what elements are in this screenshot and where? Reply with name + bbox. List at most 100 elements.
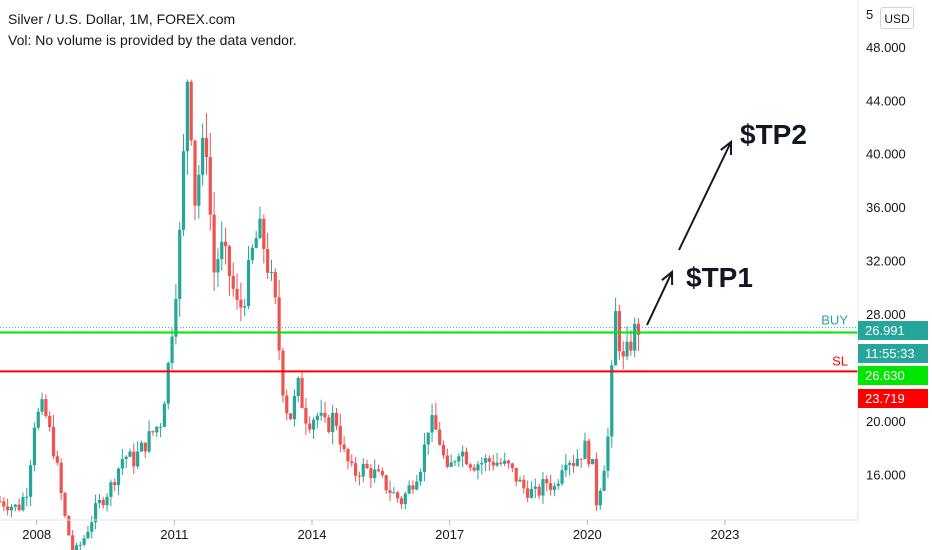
- symbol-title[interactable]: Silver / U.S. Dollar, 1M, FOREX.com: [8, 11, 236, 27]
- candle: [82, 534, 86, 547]
- candle-body: [120, 459, 124, 469]
- candle-body: [422, 444, 427, 472]
- candle-body: [315, 415, 319, 420]
- candle: [258, 206, 262, 239]
- candle-body: [273, 272, 277, 298]
- candle-body: [266, 249, 270, 273]
- candle: [315, 412, 319, 429]
- candle-body: [285, 395, 289, 414]
- candle-body: [254, 238, 258, 248]
- candle-body: [67, 515, 71, 536]
- arrow-head: [720, 139, 733, 156]
- candle-body: [124, 456, 128, 460]
- candle-body: [430, 415, 434, 433]
- candle-body: [136, 451, 140, 467]
- candle: [407, 480, 411, 495]
- time-axis[interactable]: 2008 2011 2014 2017 2020 2023: [22, 520, 739, 542]
- candle-body: [560, 470, 564, 484]
- candle-body: [71, 535, 75, 550]
- candle: [411, 480, 415, 495]
- candle-body: [331, 412, 335, 433]
- candle-body: [288, 413, 293, 420]
- candle-body: [346, 449, 350, 462]
- candle: [285, 389, 289, 421]
- candle: [453, 460, 457, 467]
- candle-body: [526, 488, 530, 498]
- candle: [327, 414, 331, 434]
- currency-button[interactable]: USD: [880, 7, 914, 29]
- candle-body: [476, 464, 480, 471]
- tp2-arrow: [678, 139, 733, 251]
- candle-body: [147, 431, 151, 452]
- candle: [472, 464, 476, 472]
- candle-body: [380, 471, 384, 476]
- sl-price-tag: 23.719: [858, 389, 928, 408]
- candle-body: [227, 246, 232, 277]
- candle: [380, 467, 384, 478]
- candle: [151, 430, 155, 436]
- candle: [499, 457, 503, 467]
- candle-body: [304, 407, 308, 424]
- candle: [21, 492, 25, 512]
- candle-body: [396, 492, 400, 499]
- volume-note: Vol: No volume is provided by the data v…: [8, 32, 297, 48]
- candle: [434, 402, 438, 430]
- candle: [491, 454, 495, 471]
- candle: [170, 328, 174, 370]
- arrow-shaft: [646, 271, 673, 326]
- candle-body: [556, 483, 560, 486]
- price-axis[interactable]: 16.000 20.000 28.000 32.000 36.000 40.000 44.0…: [866, 7, 906, 483]
- tp1-arrow: [646, 269, 674, 326]
- candle: [193, 139, 197, 221]
- candle: [392, 487, 396, 494]
- candle: [128, 448, 132, 458]
- candle: [334, 408, 339, 431]
- candle-body: [407, 485, 411, 494]
- candle: [426, 432, 430, 455]
- x-tick-label: 2017: [435, 527, 464, 542]
- candle-body: [59, 462, 63, 494]
- candle-body: [587, 440, 591, 465]
- candle-body: [441, 444, 446, 456]
- candle: [147, 420, 151, 454]
- candle: [105, 493, 109, 512]
- candle: [556, 479, 560, 490]
- candle: [78, 541, 82, 550]
- candle-body: [579, 458, 583, 460]
- candle: [625, 326, 629, 361]
- candle-body: [212, 214, 216, 273]
- candle-body: [415, 481, 419, 490]
- candle-body: [181, 151, 186, 230]
- arrow-shaft: [678, 141, 732, 251]
- candle-body: [529, 488, 534, 498]
- candle-body: [292, 396, 297, 420]
- candle: [323, 401, 327, 423]
- candle: [476, 460, 480, 480]
- candle-body: [522, 479, 526, 489]
- candle-body: [491, 461, 495, 466]
- candle: [212, 191, 216, 291]
- candle-body: [353, 463, 358, 476]
- candle-body: [2, 501, 6, 507]
- candle-body: [101, 499, 105, 506]
- annotation-layer: BUY SL $TP1 $TP2: [686, 119, 848, 368]
- candle: [71, 530, 75, 550]
- candle-body: [461, 451, 465, 457]
- candle-body: [369, 468, 373, 479]
- candle-body: [25, 496, 29, 498]
- candle: [319, 399, 323, 421]
- candle-body: [327, 417, 331, 433]
- candle: [376, 464, 381, 473]
- candle-body: [495, 462, 499, 466]
- candle: [6, 498, 10, 516]
- candle: [139, 440, 144, 452]
- candle-body: [0, 501, 2, 503]
- candle-body: [445, 455, 449, 467]
- candle-body: [583, 440, 587, 460]
- candle: [522, 475, 526, 494]
- candle-body: [90, 522, 94, 532]
- candle: [113, 478, 117, 492]
- candle-body: [174, 298, 178, 337]
- candle-body: [105, 496, 109, 506]
